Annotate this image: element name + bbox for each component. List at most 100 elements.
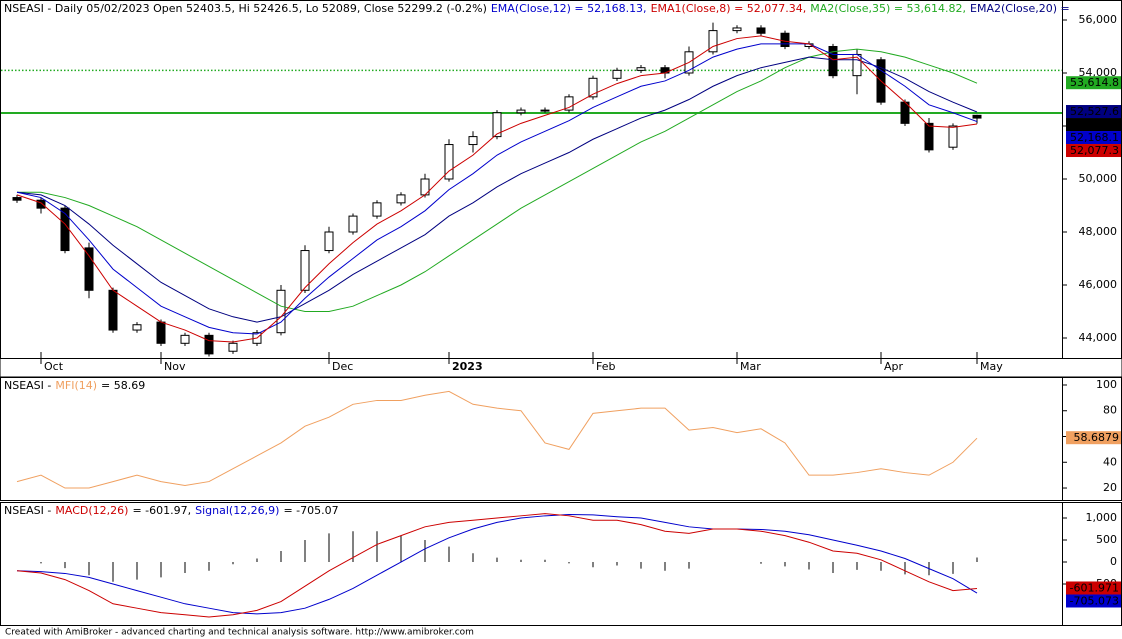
last-value-label: 52,168.1 [1070, 131, 1119, 144]
last-value-label: -705.073 [1070, 594, 1119, 607]
candle-body [516, 109, 526, 114]
candle-body [156, 321, 166, 344]
candle-body [180, 334, 190, 344]
x-tick-label: Apr [884, 360, 904, 373]
candle-body [84, 247, 94, 291]
x-tick-label: Feb [596, 360, 615, 373]
candle-body [444, 144, 454, 180]
candle-body [492, 112, 502, 138]
indicator-line [16, 56, 978, 323]
candle-body [60, 207, 70, 252]
title-part: NSEASI - [4, 504, 51, 517]
candle-body [972, 114, 982, 119]
last-value-label: 53,614.8 [1070, 76, 1119, 89]
pane-title: NSEASI - MFI(14) = 58.69 [4, 379, 145, 392]
candle-body [924, 122, 934, 151]
candle-body [108, 289, 118, 331]
x-tick-label: Nov [164, 360, 186, 373]
pane-title: NSEASI - Daily 05/02/2023 Open 52403.5, … [4, 2, 1070, 15]
y-tick-label: 40 [1103, 455, 1117, 468]
y-tick-label: 56,000 [1079, 13, 1118, 26]
title-part: Signal(12,26,9) [195, 504, 279, 517]
candle-body [636, 67, 646, 71]
candle-body [780, 32, 790, 48]
candle-body [228, 342, 238, 352]
y-tick-label: 50,000 [1079, 172, 1118, 185]
pane [0, 502, 1063, 626]
plot-area [16, 513, 978, 618]
indicator-line [16, 513, 978, 615]
title-part: EMA1(Close,8) = 52,077.34, [651, 2, 807, 15]
plot-area [1, 22, 1062, 357]
title-part: NSEASI - Daily 05/02/2023 Open 52403.5, … [4, 2, 487, 15]
candle-body [12, 197, 22, 201]
candle-body [708, 30, 718, 53]
x-tick-label: Dec [332, 360, 353, 373]
last-value-box [1066, 431, 1121, 445]
y-tick-label: 20 [1103, 481, 1117, 494]
indicator-line [16, 513, 978, 618]
last-value-box [1066, 118, 1121, 132]
title-part: EMA2(Close,20) = [970, 2, 1070, 15]
candle-body [132, 324, 142, 331]
title-part: = 58.69 [101, 379, 145, 392]
y-tick-label: 100 [1096, 378, 1117, 391]
y-tick-label: 46,000 [1079, 278, 1118, 291]
last-value-label: 52,527.6 [1070, 105, 1119, 118]
candle-body [348, 215, 358, 233]
last-value-box [1066, 76, 1121, 90]
last-value-label: 58.6879 [1074, 431, 1120, 444]
y-tick-label: 44,000 [1079, 331, 1118, 344]
indicator-line [16, 43, 978, 335]
indicator-line [16, 390, 978, 489]
pane [0, 377, 1063, 501]
y-tick-label: 500 [1096, 533, 1117, 546]
candle-body [36, 199, 46, 209]
y-tick-label: 1,000 [1086, 511, 1118, 524]
title-part: = -601.97, [132, 504, 191, 517]
x-tick-label: Oct [44, 360, 64, 373]
last-value-box [1066, 581, 1121, 595]
candle-body [396, 194, 406, 204]
last-value-box [1066, 131, 1121, 145]
x-tick-label: 2023 [452, 360, 483, 373]
last-value-box [1066, 594, 1121, 608]
x-tick-label: Mar [740, 360, 761, 373]
candle-body [732, 27, 742, 32]
title-part: = -705.07 [283, 504, 338, 517]
candle-body [204, 334, 214, 355]
candle-body [276, 289, 286, 334]
candle-body [948, 125, 958, 148]
candle-body [324, 231, 334, 252]
y-tick-label: 54,000 [1079, 66, 1118, 79]
candle-body [756, 27, 766, 34]
candle-body [300, 250, 310, 291]
plot-area [16, 390, 978, 489]
footer: Created with AmiBroker - advanced charti… [5, 628, 474, 638]
candle-body [372, 202, 382, 217]
axis-area [1062, 0, 1122, 359]
candle-body [612, 69, 622, 79]
candle-body [828, 46, 838, 77]
candle-body [540, 109, 550, 112]
candle-body [588, 77, 598, 98]
title-part: NSEASI - [4, 379, 51, 392]
x-tick-label: May [980, 360, 1003, 373]
last-value-label: 52,077.3 [1070, 144, 1119, 157]
last-value-label: 52,299.2 [1070, 118, 1119, 131]
candle-body [468, 136, 478, 146]
indicator-line [16, 35, 978, 343]
candle-body [564, 96, 574, 111]
title-part: EMA(Close,12) = 52,168.13, [491, 2, 647, 15]
last-value-box [1066, 144, 1121, 158]
y-tick-label: 80 [1103, 404, 1117, 417]
last-value-label: -601.971 [1070, 581, 1119, 594]
y-tick-label: 48,000 [1079, 225, 1118, 238]
title-part: MA2(Close,35) = 53,614.82, [810, 2, 966, 15]
title-part: MFI(14) [55, 379, 97, 392]
indicator-line [17, 48, 978, 312]
last-value-box [1066, 105, 1121, 119]
y-tick-label: 0 [1110, 555, 1117, 568]
pane-title: NSEASI - MACD(12,26) = -601.97, Signal(12,2… [4, 504, 339, 517]
